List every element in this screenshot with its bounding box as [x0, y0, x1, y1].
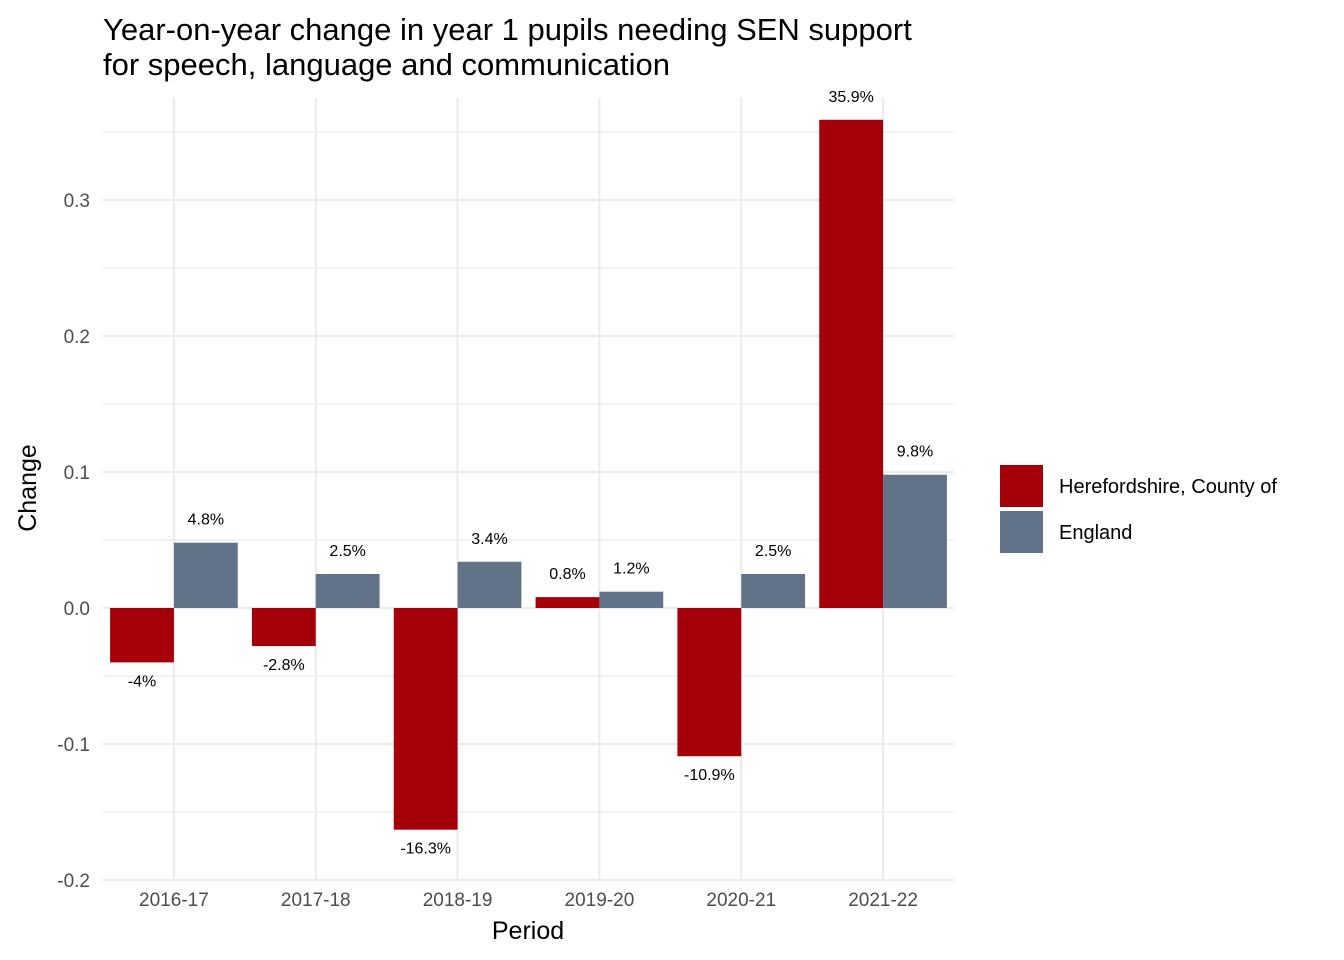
- x-axis-ticks: 2016-17 2017-18 2018-19 2019-20 2020-21 2021-…: [139, 890, 918, 911]
- bar: [599, 591, 664, 608]
- x-tick-label: 2016-17: [139, 890, 209, 911]
- bar-value-label: 4.8%: [188, 512, 224, 529]
- bar: [251, 608, 316, 647]
- legend-swatch: [1000, 511, 1043, 553]
- bar-value-label: 9.8%: [897, 444, 933, 461]
- bar-value-label: 2.5%: [329, 543, 365, 560]
- x-tick-label: 2017-18: [281, 890, 351, 911]
- legend-label: England: [1059, 522, 1132, 544]
- bar: [883, 474, 947, 608]
- bar: [457, 561, 522, 608]
- bar-value-label: 0.8%: [549, 566, 585, 583]
- y-axis-ticks: -0.2 -0.1 0.0 0.1 0.2 0.3: [57, 191, 90, 892]
- bar: [819, 119, 884, 608]
- y-tick-label: 0.0: [64, 599, 90, 620]
- bar: [110, 608, 174, 663]
- bar: [173, 542, 238, 608]
- y-axis-title: Change: [14, 444, 42, 532]
- bars: [110, 119, 947, 830]
- x-tick-label: 2020-21: [706, 890, 776, 911]
- bar: [741, 574, 806, 608]
- legend-swatch: [1000, 465, 1043, 507]
- y-tick-label: 0.3: [64, 191, 90, 212]
- data-labels: -4% -2.8% -16.3% 0.8% -10.9% 35.9% 4.8% 2.5% 3.4…: [128, 89, 933, 858]
- x-tick-label: 2021-22: [848, 890, 918, 911]
- bar: [315, 574, 380, 608]
- x-tick-label: 2018-19: [423, 890, 493, 911]
- y-tick-label: -0.2: [57, 871, 90, 892]
- y-tick-label: 0.2: [64, 327, 90, 348]
- bar-value-label: 1.2%: [613, 561, 649, 578]
- bar-value-label: 35.9%: [828, 89, 873, 106]
- y-tick-label: 0.1: [64, 463, 90, 484]
- bar-value-label: -2.8%: [263, 657, 305, 674]
- bar-value-label: -16.3%: [400, 841, 451, 858]
- bar-value-label: 3.4%: [471, 531, 507, 548]
- bar: [393, 608, 458, 830]
- legend-label: Herefordshire, County of: [1059, 476, 1277, 498]
- chart-title: Year-on-year change in year 1 pupils nee…: [103, 12, 912, 82]
- chart-title-line: Year-on-year change in year 1 pupils nee…: [103, 12, 912, 47]
- bar-value-label: -4%: [128, 673, 156, 690]
- legend: Herefordshire, County of England: [1000, 465, 1277, 553]
- bar: [535, 597, 600, 608]
- x-axis-title: Period: [492, 917, 564, 945]
- bar-value-label: -10.9%: [684, 767, 735, 784]
- y-tick-label: -0.1: [57, 735, 90, 756]
- bar: [677, 608, 742, 757]
- bar-value-label: 2.5%: [755, 543, 791, 560]
- chart-title-line: for speech, language and communication: [103, 47, 670, 82]
- x-tick-label: 2019-20: [565, 890, 635, 911]
